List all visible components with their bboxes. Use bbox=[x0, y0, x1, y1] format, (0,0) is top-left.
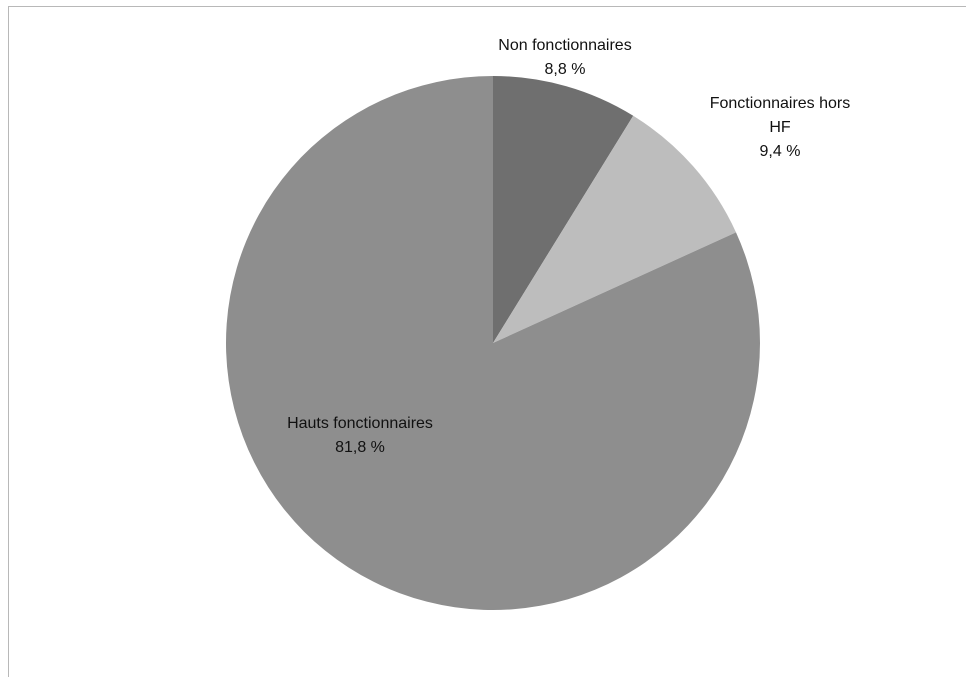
slice-value-label: 9,4 % bbox=[760, 143, 801, 160]
slice-category-label: HF bbox=[769, 119, 791, 136]
slice-category-label: Non fonctionnaires bbox=[498, 37, 631, 54]
pie-slice-fonctionnaires-hors-hf bbox=[493, 115, 736, 343]
pie-labels: Non fonctionnaires 8,8 % Fonctionnaires ho… bbox=[287, 37, 850, 456]
slice-label-non-fonctionnaires: Non fonctionnaires 8,8 % bbox=[498, 37, 631, 78]
slice-value-label: 81,8 % bbox=[335, 439, 385, 456]
pie-slices bbox=[226, 76, 760, 610]
pie-slice-hauts-fonctionnaires bbox=[226, 76, 760, 610]
slice-category-label: Hauts fonctionnaires bbox=[287, 415, 433, 432]
slice-label-fonctionnaires-hors-hf: Fonctionnaires hors HF 9,4 % bbox=[710, 95, 851, 160]
slice-category-label: Fonctionnaires hors bbox=[710, 95, 851, 112]
slice-value-label: 8,8 % bbox=[545, 61, 586, 78]
slice-label-hauts-fonctionnaires: Hauts fonctionnaires 81,8 % bbox=[287, 415, 433, 456]
pie-slice-non-fonctionnaires bbox=[493, 76, 634, 343]
